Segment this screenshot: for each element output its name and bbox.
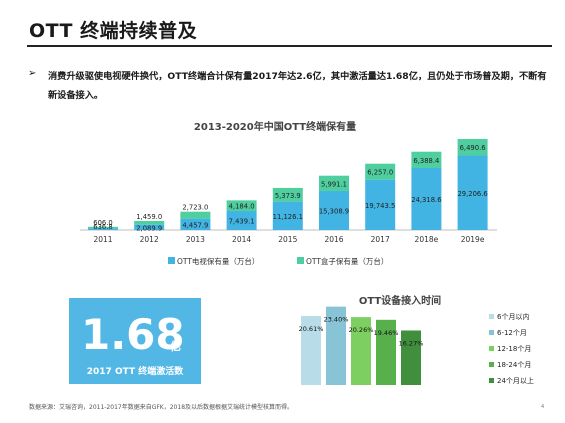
- page-number: 4: [541, 404, 545, 410]
- bar-ott-box: [88, 226, 118, 229]
- legend-label: 18-24个月: [497, 361, 531, 369]
- tv-data-label: 2,089.9: [136, 224, 162, 232]
- activation-caption: 2017 OTT 终端激活数: [86, 367, 184, 377]
- bar-ott-box: [226, 200, 257, 212]
- access-time-bar: [351, 317, 371, 385]
- activation-value: 1.68: [81, 310, 185, 359]
- access-time-bar: [301, 315, 321, 385]
- bar-ott-tv: [457, 155, 488, 230]
- activation-highlight-card: 1.68 亿 2017 OTT 终端激活数: [69, 298, 201, 384]
- chart1-title: 2013-2020年中国OTT终端保有量: [193, 122, 357, 133]
- x-tick-label: 2016: [324, 235, 343, 244]
- bar-ott-tv: [88, 228, 118, 230]
- tv-data-label: 19,743.5: [365, 202, 395, 210]
- box-data-label: 4,184.0: [229, 203, 255, 211]
- box-data-label: 6,257.0: [367, 169, 393, 177]
- legend-swatch: [489, 362, 494, 367]
- legend-label-box: OTT盒子保有量（万台）: [306, 256, 388, 266]
- access-time-bar: [401, 330, 421, 385]
- bar-ott-box: [134, 220, 165, 225]
- tv-data-label: 24,318.6: [411, 196, 441, 204]
- access-time-bar: [376, 319, 396, 385]
- bar-ott-box: [180, 211, 211, 219]
- bar-ott-tv: [365, 179, 396, 230]
- bar-ott-box: [272, 187, 303, 202]
- x-tick-label: 2013: [186, 235, 205, 244]
- bar-ott-box: [411, 151, 442, 168]
- access-time-label: 20.61%: [299, 325, 324, 333]
- box-data-label: 1,459.0: [136, 213, 162, 221]
- access-time-label: 19.46%: [374, 329, 399, 337]
- x-tick-label: 2018e: [415, 235, 439, 244]
- tv-data-label: 4,457.9: [182, 221, 208, 229]
- legend-swatch: [489, 378, 494, 383]
- tv-data-label: 15,308.9: [319, 207, 349, 215]
- bar-ott-tv: [134, 224, 165, 230]
- legend-label: 12-18个月: [497, 345, 531, 353]
- bar-ott-tv: [411, 167, 442, 230]
- page-title: OTT 终端持续普及: [29, 20, 198, 42]
- bullet-arrow-icon: ➢: [28, 68, 37, 79]
- tv-data-label: 29,206.6: [457, 190, 487, 198]
- legend-swatch-box: [297, 257, 304, 264]
- bar-ott-tv: [272, 201, 303, 230]
- legend-label: 6-12个月: [497, 329, 527, 337]
- bar-ott-box: [457, 138, 488, 156]
- access-time-bar: [326, 306, 346, 385]
- legend-label: 6个月以内: [497, 312, 529, 321]
- box-data-label: 5,373.9: [275, 192, 301, 200]
- activation-unit: 亿: [170, 340, 181, 353]
- title-divider: [27, 45, 552, 47]
- chart2-title: OTT设备接入时间: [358, 296, 442, 307]
- bar-ott-tv: [319, 190, 349, 230]
- bar-ott-box: [365, 163, 396, 180]
- x-tick-label: 2015: [278, 235, 297, 244]
- summary-text: 消费升级驱使电视硬件换代，OTT终端合计保有量2017年达2.6亿，其中激活量达…: [48, 71, 547, 101]
- bar-ott-tv: [226, 211, 257, 230]
- bar-ott-tv: [180, 218, 211, 230]
- legend-swatch: [489, 330, 494, 335]
- bar-ott-box: [319, 175, 349, 191]
- legend-label-tv: OTT电视保有量（万台）: [177, 256, 259, 266]
- x-tick-label: 2017: [371, 235, 390, 244]
- access-time-bar-chart: 20.61%23.40%20.26% 19.46%16.27% 6个月以内 6-12个…: [299, 306, 534, 385]
- legend-swatch: [489, 314, 494, 319]
- x-tick-label: 2012: [140, 235, 159, 244]
- tv-data-label: 11,126.1: [273, 213, 303, 221]
- x-tick-label: 2019e: [461, 235, 485, 244]
- access-time-label: 23.40%: [324, 316, 349, 324]
- legend-swatch: [489, 346, 494, 351]
- box-data-label: 6,490.6: [460, 144, 486, 152]
- box-data-label: 5,991.1: [321, 180, 347, 188]
- x-tick-label: 2014: [232, 235, 251, 244]
- legend-label: 24个月以上: [497, 376, 534, 385]
- legend-swatch-tv: [168, 257, 175, 264]
- box-data-label: 606.0: [93, 219, 112, 227]
- box-data-label: 6,388.4: [413, 157, 439, 165]
- tv-data-label: 636.8: [93, 223, 112, 231]
- access-time-label: 16.27%: [399, 339, 424, 347]
- x-tick-label: 2011: [93, 235, 112, 244]
- tv-data-label: 7,439.1: [229, 218, 255, 226]
- access-time-label: 20.26%: [349, 326, 374, 334]
- box-data-label: 2,723.0: [182, 204, 208, 212]
- source-note: 数据来源：艾瑞咨询，2011-2017年数据来自GFK，2018及以后数据根据艾…: [29, 404, 294, 411]
